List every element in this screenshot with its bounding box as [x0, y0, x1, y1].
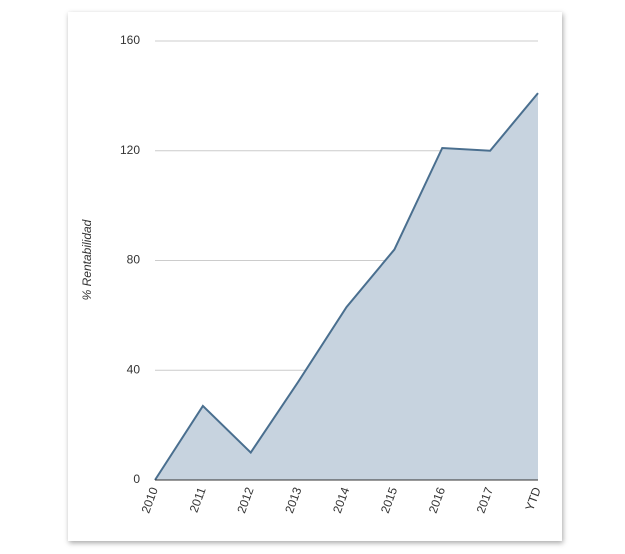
x-tick-label: 2015	[378, 485, 400, 515]
area-line	[154, 92, 539, 481]
y-tick-label: 120	[120, 143, 140, 157]
x-tick-label: 2011	[187, 485, 209, 514]
area-fill	[155, 93, 538, 480]
x-tick-label: 2016	[426, 485, 448, 515]
x-tick-label: 2017	[474, 485, 496, 515]
y-tick-label: 160	[120, 33, 140, 47]
x-tick-label: 2012	[234, 485, 256, 515]
x-tick-label: 2013	[282, 485, 304, 515]
y-tick-label: 40	[127, 362, 141, 376]
x-tick-label: 2010	[139, 485, 161, 515]
y-tick-label: 80	[127, 253, 141, 267]
y-tick-label: 0	[133, 472, 140, 486]
x-tick-label: 2014	[330, 485, 352, 515]
x-tick-label: YTD	[522, 485, 543, 513]
y-axis-label: % Rentabilidad	[80, 219, 94, 300]
